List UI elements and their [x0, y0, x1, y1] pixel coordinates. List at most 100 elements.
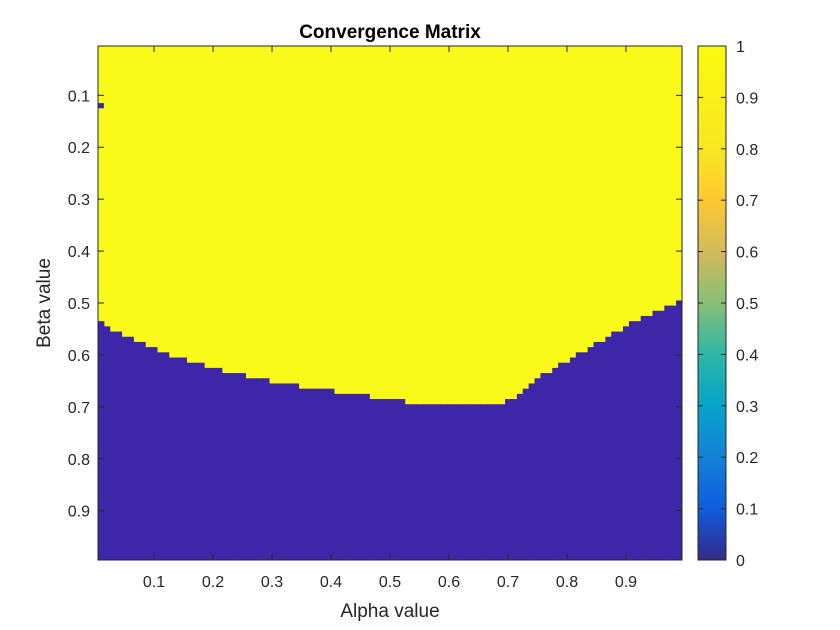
non-converged-column [611, 331, 618, 560]
non-converged-column [593, 341, 600, 560]
non-converged-column [103, 326, 111, 560]
outlier-cell [98, 103, 104, 109]
non-converged-column [463, 404, 471, 560]
x-tick-label: 0.6 [438, 574, 460, 591]
non-converged-column [599, 341, 606, 560]
colorbar-tick-label: 0.5 [736, 296, 758, 313]
non-converged-column [139, 341, 146, 560]
non-converged-column [109, 331, 117, 560]
non-converged-column [292, 383, 300, 560]
non-converged-column [192, 362, 199, 560]
non-converged-column [239, 373, 246, 560]
non-converged-column [121, 336, 128, 560]
non-converged-column [274, 383, 282, 560]
non-converged-column [227, 373, 235, 560]
non-converged-column [339, 393, 347, 560]
non-converged-column [310, 388, 317, 560]
non-converged-column [652, 310, 659, 560]
non-converged-column [493, 404, 500, 560]
x-axis: 0.1 0.2 0.3 0.4 0.5 0.6 0.7 0.8 0.9 [143, 46, 637, 591]
non-converged-column [540, 373, 547, 560]
non-converged-column [233, 373, 241, 560]
non-converged-column [251, 378, 258, 560]
non-converged-column [658, 310, 665, 560]
non-converged-column [605, 336, 612, 560]
non-converged-column [345, 393, 353, 560]
non-converged-column [363, 393, 370, 560]
non-converged-column [581, 352, 589, 560]
y-tick-label: 0.2 [68, 140, 90, 157]
y-axis: 0.1 0.2 0.3 0.4 0.5 0.6 0.7 0.8 0.9 [68, 88, 682, 521]
non-converged-column [210, 367, 217, 560]
non-converged-column [180, 357, 187, 560]
y-tick-label: 0.9 [68, 504, 90, 521]
x-tick-label: 0.8 [556, 574, 578, 591]
colorbar-tick-label: 0.1 [736, 502, 758, 519]
non-converged-column [664, 305, 671, 560]
non-converged-column [162, 352, 170, 560]
non-converged-column [398, 399, 406, 560]
non-converged-column [215, 367, 223, 560]
colorbar-tick-label: 0.6 [736, 245, 758, 262]
non-converged-column [221, 373, 229, 560]
non-converged-column [375, 399, 382, 560]
non-converged-column [280, 383, 288, 560]
non-converged-column [351, 393, 359, 560]
x-tick-label: 0.2 [202, 574, 224, 591]
heatmap-plot-area: 0.1 0.2 0.3 0.4 0.5 0.6 0.7 0.8 0.9 0.1 0.2 0.3 0.4… [68, 45, 683, 591]
non-converged-column [546, 373, 553, 560]
colorbar-tick-label: 0.4 [736, 347, 758, 364]
non-converged-column [628, 321, 636, 560]
non-converged-column [587, 347, 595, 560]
non-converged-column [670, 305, 677, 560]
non-converged-column [646, 315, 654, 560]
x-tick-label: 0.9 [615, 574, 637, 591]
non-converged-column [404, 404, 412, 560]
colorbar-tick-label: 0.3 [736, 399, 758, 416]
non-converged-column [333, 393, 341, 560]
colorbar: 0 0.1 0.2 0.3 0.4 0.5 0.6 0.7 0.8 0.9 1 [697, 39, 758, 570]
non-converged-column [304, 388, 311, 560]
non-converged-column [634, 321, 642, 560]
y-axis-label: Beta value [34, 258, 55, 348]
non-converged-column [357, 393, 364, 560]
non-converged-column [469, 404, 477, 560]
non-converged-column [428, 404, 435, 560]
non-converged-column [322, 388, 329, 560]
non-converged-column [422, 404, 429, 560]
non-converged-column [369, 399, 376, 560]
non-converged-column [168, 357, 176, 560]
non-converged-column [392, 399, 400, 560]
non-converged-column [186, 362, 193, 560]
y-tick-label: 0.8 [68, 452, 90, 469]
non-converged-column [286, 383, 294, 560]
y-tick-label: 0.3 [68, 192, 90, 209]
non-converged-column [499, 404, 506, 560]
non-converged-column [534, 378, 541, 560]
x-tick-label: 0.3 [261, 574, 283, 591]
non-converged-column [451, 404, 459, 560]
x-tick-label: 0.4 [320, 574, 342, 591]
non-converged-column [510, 399, 518, 560]
non-converged-column [569, 357, 577, 560]
non-converged-column [434, 404, 441, 560]
non-converged-column [316, 388, 323, 560]
non-converged-column [516, 393, 524, 560]
non-converged-column [145, 347, 152, 560]
colorbar-tick-label: 0.7 [736, 193, 758, 210]
non-converged-column [156, 352, 164, 560]
non-converged-column [487, 404, 494, 560]
chart-title: Convergence Matrix [299, 22, 481, 43]
non-converged-column [328, 388, 335, 560]
non-converged-column [457, 404, 465, 560]
non-converged-column [198, 362, 205, 560]
non-converged-column [481, 404, 488, 560]
non-converged-column [269, 383, 276, 560]
non-converged-column [440, 404, 447, 560]
non-converged-column [623, 326, 630, 560]
non-converged-column [558, 362, 565, 560]
non-converged-column [505, 399, 512, 560]
non-converged-column [410, 404, 418, 560]
non-converged-column [552, 367, 559, 560]
